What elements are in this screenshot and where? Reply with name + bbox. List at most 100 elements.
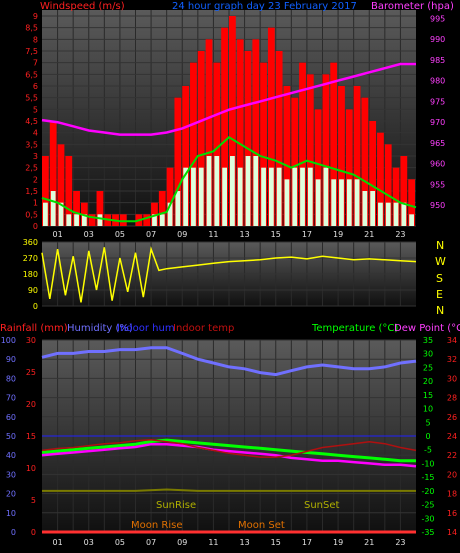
wind-bar: [166, 167, 174, 226]
hour-tick-label: 09: [177, 230, 187, 239]
gust-bar: [315, 179, 321, 226]
gust-bar: [191, 167, 196, 226]
temperature-tick-label: 15: [423, 391, 433, 400]
compass-e: E: [436, 288, 443, 301]
temperature-tick-label: 10: [423, 405, 433, 414]
gust-bar: [284, 179, 290, 226]
temperature-tick-label: 0: [425, 432, 430, 441]
indoor-temp-tick-label: 14: [447, 528, 457, 537]
gust-bar: [81, 214, 87, 226]
wind-tick-label: 6: [33, 82, 38, 91]
plot-area: [41, 16, 417, 534]
humidity-tick-label: 50: [6, 432, 16, 441]
rain-tick-label: 5: [31, 496, 36, 505]
wind-bar: [400, 156, 408, 226]
barometer-tick-label: 955: [430, 180, 445, 189]
gust-bar: [159, 214, 165, 226]
gust-bar: [385, 202, 391, 226]
gust-bar: [268, 167, 274, 226]
series-line-temperature-c-: [41, 438, 416, 463]
indoor-temp-tick-label: 20: [447, 470, 457, 479]
hour-tick-label: 23: [395, 230, 405, 239]
gust-bar: [370, 191, 376, 226]
humidity-tick-label: 10: [6, 509, 16, 518]
gust-bar: [292, 167, 298, 226]
temperature-tick-label: -20: [421, 487, 434, 496]
wind-bar: [213, 62, 221, 226]
wind-bar: [205, 39, 213, 227]
wind-bar: [197, 51, 205, 226]
hour-tick-label: 09: [177, 538, 187, 547]
gust-bar: [206, 156, 212, 226]
humidity-tick-label: 40: [6, 451, 16, 460]
hour-tick-label: 11: [208, 538, 218, 547]
rain-tick-label: 20: [26, 400, 36, 409]
indoor-temp-tick-label: 26: [447, 413, 457, 422]
temperature-tick-label: -10: [421, 459, 434, 468]
wind-bar: [42, 156, 49, 226]
temperature-tick-label: -15: [421, 473, 434, 482]
gust-bar: [237, 167, 243, 226]
hour-tick-label: 11: [208, 230, 218, 239]
barometer-tick-label: 960: [430, 160, 445, 169]
hour-tick-label: 17: [302, 230, 312, 239]
barometer-tick-label: 980: [430, 77, 445, 86]
wind-tick-label: 0,5: [25, 210, 38, 219]
sunset-label: SunSet: [304, 500, 340, 511]
wind-tick-label: 0: [33, 222, 38, 231]
humidity-tick-label: 100: [1, 336, 16, 345]
indoor-temp-tick-label: 16: [447, 509, 457, 518]
barometer-tick-label: 965: [430, 139, 445, 148]
rain-tick-label: 0: [31, 528, 36, 537]
direction-tick-label: 180: [23, 270, 38, 279]
indoor-hum-legend: Indoor hum: [117, 323, 175, 334]
gust-bar: [97, 214, 103, 226]
wind-average-line: [41, 136, 417, 223]
rain-tick-label: 25: [26, 368, 36, 377]
gust-bar: [66, 214, 72, 226]
indoor-temp-legend: Indoor temp: [173, 323, 234, 334]
temperature-tick-label: -35: [421, 528, 434, 537]
hour-tick-label: 23: [395, 538, 405, 547]
rain-tick-label: 10: [26, 464, 36, 473]
hour-tick-label: 15: [271, 538, 281, 547]
hour-tick-label: 13: [239, 230, 249, 239]
hour-tick-label: 01: [52, 538, 62, 547]
gust-bar: [230, 156, 235, 226]
wind-bar: [361, 97, 369, 227]
gust-bar: [253, 156, 259, 226]
hour-tick-label: 07: [146, 230, 156, 239]
hour-tick-label: 05: [115, 230, 125, 239]
direction-line: [41, 246, 417, 303]
wind-tick-label: 7,5: [25, 47, 38, 56]
wind-tick-label: 4,5: [25, 117, 38, 126]
wind-bar: [221, 27, 228, 226]
gust-bar: [362, 191, 368, 226]
wind-bar: [119, 214, 127, 226]
compass-s: S: [436, 272, 443, 285]
wind-bar: [182, 86, 190, 226]
compass-n-bottom: N: [436, 304, 444, 317]
moonset-label: Moon Set: [238, 520, 285, 531]
rainfall-legend: Rainfall (mm): [0, 323, 68, 334]
hour-tick-label: 01: [52, 230, 62, 239]
temperature-tick-label: 25: [423, 363, 433, 372]
barometer-tick-label: 970: [430, 118, 445, 127]
wind-tick-label: 9: [33, 12, 38, 21]
wind-bar: [291, 97, 299, 227]
wind-tick-label: 4: [33, 129, 38, 138]
indoor-temp-tick-label: 22: [447, 451, 457, 460]
barometer-tick-label: 990: [430, 35, 445, 44]
series-line-dew-point-c-: [41, 442, 417, 468]
gust-bar: [175, 191, 181, 226]
compass-w: W: [435, 255, 446, 268]
humidity-tick-label: 60: [6, 413, 16, 422]
hour-tick-label: 19: [333, 538, 343, 547]
wind-bar: [57, 144, 65, 226]
humidity-tick-label: 70: [6, 394, 16, 403]
series-line-humidity-: [41, 346, 417, 377]
indoor-temp-tick-label: 28: [447, 394, 457, 403]
gust-bar: [346, 179, 352, 226]
wind-bar: [408, 179, 415, 226]
